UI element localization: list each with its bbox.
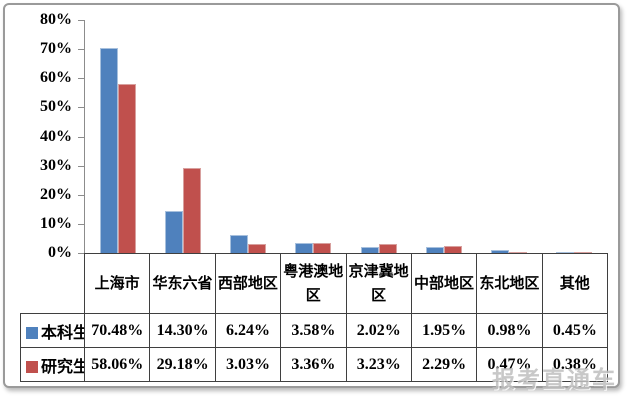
value-cell: 6.24% [214,313,282,348]
bar-group [85,20,150,253]
table-corner-cell [20,253,85,314]
bar-grad [378,244,397,253]
bar-undergrad [491,250,510,253]
value-cell: 0.47% [476,347,543,382]
value-cell: 0.45% [541,313,609,348]
category-header: 上海市 [83,253,151,314]
y-axis-tick [78,137,84,138]
y-axis-tick-label: 70% [40,40,72,57]
bar-group [477,20,542,253]
bar-undergrad [164,211,183,253]
value-cell: 3.36% [280,347,347,382]
legend-swatch-icon [26,360,38,373]
value-cell: 2.29% [410,347,478,382]
bar-pair [425,246,462,253]
bar-grad [313,243,332,253]
bar-undergrad [230,235,249,253]
watermark: 报考直通车 [492,367,617,392]
bar-pair [164,168,201,253]
bar-group [281,20,346,253]
bar-group [411,20,476,253]
value-cell: 1.95% [410,313,478,348]
y-axis-tick [78,166,84,167]
bar-undergrad [295,243,314,253]
y-axis-tick-label: 40% [40,128,72,145]
bar-grad [443,246,462,253]
bar-grad [509,252,528,253]
series-name: 本科生 [41,324,85,342]
bar-pair [99,48,136,253]
bar-grad [117,84,136,253]
category-header: 东北地区 [476,253,543,314]
value-cell: 0.98% [476,313,543,348]
legend-cell: 本科生 [20,313,85,348]
bar-pair [360,244,397,253]
value-cell: 0.38% [541,347,609,382]
bar-group [216,20,281,253]
bar-pair [491,250,528,253]
y-axis-tick-label: 80% [40,11,72,28]
y-axis-tick-label: 30% [40,157,72,174]
y-axis-tick [78,107,84,108]
bar-pair [295,243,332,253]
data-table: 上海市 华东六省 西部地区 粤港澳地区 京津冀地区 中部地区 东北地区 其他 本科生 70.48%… [20,253,609,382]
y-axis-tick-label: 20% [40,186,72,203]
table-row: 研究生 58.06% 29.18% 3.03% 3.36% 3.23% 2.29% 0.47%… [20,347,609,382]
category-header: 其他 [541,253,609,314]
y-axis [84,20,85,253]
table-row: 本科生 70.48% 14.30% 6.24% 3.58% 2.02% 1.95% 0.98%… [20,313,609,348]
bar-group [542,20,607,253]
series-name: 研究生 [41,358,85,376]
category-header: 京津冀地区 [345,253,412,314]
bar-group [150,20,215,253]
value-cell: 3.23% [345,347,412,382]
y-axis-tick-label: 50% [40,98,72,115]
y-axis-tick-label: 60% [40,69,72,86]
category-header: 华东六省 [149,253,216,314]
category-header: 中部地区 [410,253,478,314]
value-cell: 58.06% [83,347,151,382]
value-cell: 29.18% [149,347,216,382]
value-cell: 14.30% [149,313,216,348]
bar-group [346,20,411,253]
category-header: 西部地区 [214,253,282,314]
y-axis-tick [78,20,84,21]
legend-cell: 研究生 [20,347,85,382]
plot-area [85,20,607,253]
bar-pair [230,235,267,253]
bar-grad [574,252,593,253]
bar-grad [182,168,201,253]
category-header: 粤港澳地区 [280,253,347,314]
y-axis-tick [78,224,84,225]
y-axis-tick [78,195,84,196]
value-cell: 70.48% [83,313,151,348]
table-header-row: 上海市 华东六省 西部地区 粤港澳地区 京津冀地区 中部地区 东北地区 其他 [20,253,609,314]
value-cell: 3.03% [214,347,282,382]
bar-grad [248,244,267,253]
y-axis-tick-label: 10% [40,215,72,232]
bar-undergrad [99,48,118,253]
y-axis-tick [78,78,84,79]
bar-undergrad [556,252,575,253]
y-axis-tick [78,49,84,50]
bar-undergrad [360,247,379,253]
legend-swatch-icon [26,326,38,339]
value-cell: 2.02% [345,313,412,348]
bar-undergrad [425,247,444,253]
bar-pair [556,252,593,253]
value-cell: 3.58% [280,313,347,348]
